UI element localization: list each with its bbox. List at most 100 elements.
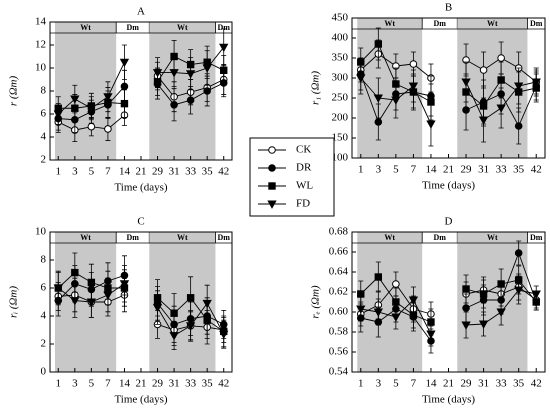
x-tick-label: 33 (185, 378, 197, 390)
marker (531, 78, 541, 87)
marker (70, 95, 80, 104)
marker (531, 290, 541, 299)
x-tick-label: 21 (136, 166, 147, 178)
marker (374, 273, 383, 281)
x-axis-label: Time (days) (422, 180, 475, 192)
marker (202, 64, 212, 73)
x-tick-label: 31 (169, 166, 180, 178)
x-tick-label: 31 (169, 378, 180, 390)
marker (514, 82, 524, 91)
x-tick-label: 33 (185, 166, 197, 178)
y-tick-label: 0 (41, 366, 47, 378)
marker (496, 308, 506, 317)
y-tick-label: 4 (41, 131, 47, 143)
marker (170, 101, 178, 109)
x-tick-label: 35 (202, 166, 214, 178)
marker (409, 60, 418, 68)
y-tick-label: 200 (332, 112, 349, 124)
marker (478, 320, 489, 329)
y-tick-label: 150 (332, 132, 349, 144)
x-tick-label: 7 (411, 378, 417, 390)
marker (152, 304, 163, 313)
x-tick-label: 31 (478, 164, 489, 176)
x-tick-label: 5 (89, 166, 95, 178)
y-tick-label: 6 (41, 108, 47, 120)
marker (391, 313, 401, 322)
marker (104, 125, 112, 133)
legend-marker (268, 146, 276, 154)
x-tick-label: 3 (376, 164, 382, 176)
x-tick-label: 1 (358, 164, 364, 176)
period-label: Wt (80, 23, 91, 32)
marker (356, 74, 366, 83)
legend: CK DR WL FD (249, 137, 335, 217)
x-tick-label: 35 (202, 378, 214, 390)
x-tick-label: 5 (393, 378, 399, 390)
period-label: Dm (127, 23, 140, 32)
marker (461, 78, 471, 87)
x-tick-label: 3 (72, 378, 78, 390)
x-tick-label: 21 (443, 378, 454, 390)
marker (391, 96, 401, 105)
marker (203, 87, 211, 95)
chart-title: A (137, 6, 145, 18)
period-label: Dm (530, 19, 543, 28)
marker (357, 290, 365, 298)
period-label: Dm (434, 233, 447, 242)
marker (119, 280, 130, 289)
period-label: Wt (80, 233, 91, 242)
marker (462, 304, 470, 312)
y-tick-label: 8 (41, 85, 47, 97)
marker (71, 268, 79, 277)
marker (496, 104, 506, 113)
legend-marker (267, 200, 277, 209)
period-label: Wt (487, 19, 498, 28)
marker (87, 278, 96, 287)
marker (53, 110, 63, 119)
y-axis-label: r (Ωm) (8, 76, 20, 107)
y-tick-label: 12 (35, 39, 46, 51)
marker (185, 322, 196, 331)
marker (86, 298, 97, 307)
x-tick-label: 1 (358, 378, 364, 390)
legend-label: DR (296, 162, 312, 174)
marker (373, 94, 383, 103)
x-tick-label: 5 (89, 378, 95, 390)
legend-label: WL (296, 180, 313, 192)
x-tick-label: 42 (218, 378, 229, 390)
marker (514, 249, 523, 257)
marker (53, 284, 63, 293)
marker (497, 76, 505, 84)
marker (103, 291, 113, 300)
marker (479, 290, 488, 298)
y-tick-label: 100 (332, 152, 349, 164)
y-axis-label: rᵢ (Ωm) (8, 286, 20, 318)
period-label: Wt (487, 233, 498, 242)
x-tick-label: 1 (56, 378, 62, 390)
x-tick-label: 14 (425, 378, 437, 390)
marker (87, 122, 96, 131)
marker (461, 321, 471, 330)
x-tick-label: 42 (531, 164, 542, 176)
y-axis-label: r₁ (Ωm) (310, 71, 322, 105)
x-tick-label: 42 (218, 166, 229, 178)
y-tick-label: 450 (332, 12, 349, 24)
x-tick-label: 31 (478, 378, 489, 390)
y-tick-label: 0.54 (329, 366, 349, 378)
y-tick-label: 4 (41, 310, 47, 322)
y-tick-label: 6 (41, 282, 47, 294)
y-tick-label: 0.60 (329, 306, 349, 318)
marker (120, 99, 129, 108)
x-tick-label: 29 (152, 166, 164, 178)
period-label: Dm (218, 233, 231, 242)
marker (374, 118, 383, 126)
x-tick-label: 7 (105, 378, 111, 390)
marker (219, 330, 229, 340)
marker (373, 308, 383, 317)
marker (220, 66, 228, 74)
legend-frame (249, 137, 335, 217)
marker (120, 82, 129, 91)
marker (356, 305, 366, 314)
marker (462, 285, 470, 293)
